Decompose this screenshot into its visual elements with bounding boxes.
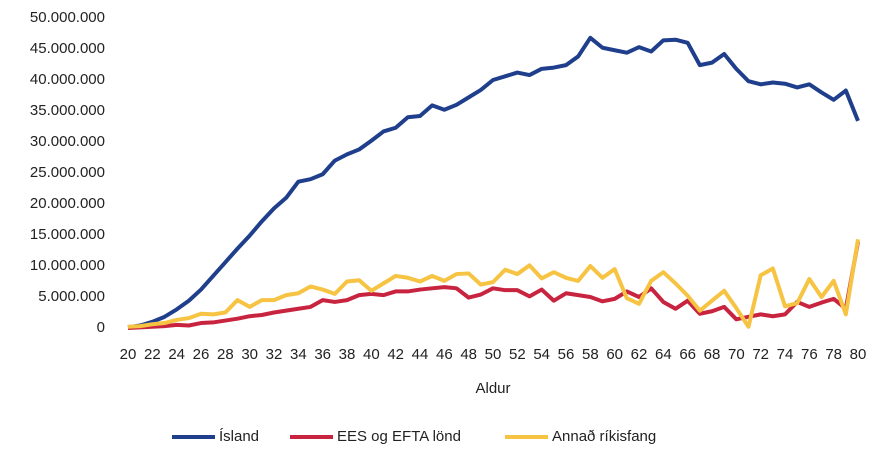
x-tick-label: 58 <box>582 346 599 363</box>
y-tick-label: 0 <box>97 319 105 336</box>
legend-label: EES og EFTA lönd <box>337 428 461 445</box>
x-tick-label: 72 <box>752 346 769 363</box>
x-tick-label: 54 <box>533 346 550 363</box>
x-tick-label: 44 <box>412 346 429 363</box>
y-tick-label: 15.000.000 <box>30 226 105 243</box>
x-tick-label: 76 <box>801 346 818 363</box>
x-tick-label: 24 <box>168 346 185 363</box>
y-tick-label: 5.000.000 <box>38 288 105 305</box>
y-tick-label: 50.000.000 <box>30 9 105 26</box>
y-tick-label: 30.000.000 <box>30 133 105 150</box>
x-tick-label: 34 <box>290 346 307 363</box>
x-tick-label: 56 <box>558 346 575 363</box>
x-tick-label: 52 <box>509 346 526 363</box>
x-tick-label: 50 <box>485 346 502 363</box>
x-tick-label: 46 <box>436 346 453 363</box>
y-tick-label: 40.000.000 <box>30 71 105 88</box>
x-tick-label: 62 <box>631 346 648 363</box>
series-line <box>127 35 860 330</box>
x-tick-label: 64 <box>655 346 672 363</box>
x-tick-label: 36 <box>314 346 331 363</box>
x-tick-label: 66 <box>679 346 696 363</box>
series-line <box>127 239 860 329</box>
x-tick-label: 78 <box>825 346 842 363</box>
x-tick-label: 48 <box>460 346 477 363</box>
y-tick-label: 10.000.000 <box>30 257 105 274</box>
legend-label: Annað ríkisfang <box>552 428 656 445</box>
y-tick-label: 45.000.000 <box>30 40 105 57</box>
x-tick-label: 22 <box>144 346 161 363</box>
y-tick-label: 35.000.000 <box>30 102 105 119</box>
x-tick-label: 26 <box>193 346 210 363</box>
x-tick-label: 28 <box>217 346 234 363</box>
y-tick-label: 25.000.000 <box>30 164 105 181</box>
x-axis-label: Aldur <box>475 380 510 397</box>
x-tick-label: 80 <box>850 346 867 363</box>
legend-label: Ísland <box>219 428 259 445</box>
x-tick-label: 32 <box>266 346 283 363</box>
x-tick-label: 20 <box>120 346 137 363</box>
x-tick-label: 74 <box>777 346 794 363</box>
x-tick-label: 70 <box>728 346 745 363</box>
x-tick-label: 60 <box>606 346 623 363</box>
x-tick-label: 30 <box>241 346 258 363</box>
y-tick-label: 20.000.000 <box>30 195 105 212</box>
x-tick-label: 42 <box>387 346 404 363</box>
x-tick-label: 38 <box>339 346 356 363</box>
series-line <box>127 241 860 330</box>
x-tick-label: 68 <box>704 346 721 363</box>
x-tick-label: 40 <box>363 346 380 363</box>
